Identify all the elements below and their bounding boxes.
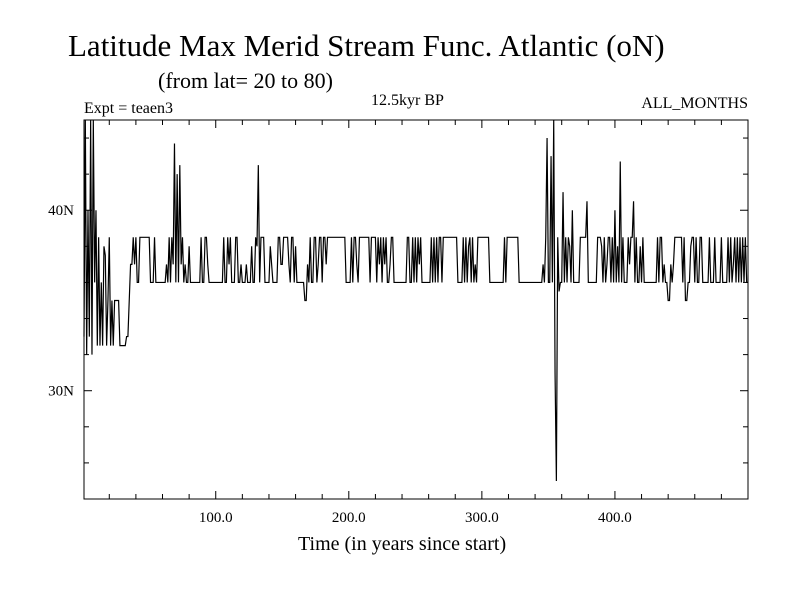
plot-frame bbox=[83, 119, 749, 500]
x-tick-label: 200.0 bbox=[332, 510, 366, 526]
axis-ticks bbox=[84, 120, 748, 499]
chart-subtitle: (from lat= 20 to 80) bbox=[158, 68, 333, 93]
months-label: ALL_MONTHS bbox=[641, 95, 748, 112]
x-tick-label: 100.0 bbox=[199, 510, 233, 526]
x-tick-label: 400.0 bbox=[598, 510, 632, 526]
series-line bbox=[83, 119, 748, 481]
experiment-label: Expt = teaen3 bbox=[84, 100, 173, 117]
period-label: 12.5kyr BP bbox=[371, 92, 444, 109]
y-tick-label: 30N bbox=[48, 384, 74, 400]
chart-title: Latitude Max Merid Stream Func. Atlantic… bbox=[68, 28, 665, 63]
x-axis-label: Time (in years since start) bbox=[298, 533, 507, 555]
y-tick-label: 40N bbox=[48, 203, 74, 219]
x-tick-label: 300.0 bbox=[465, 510, 499, 526]
axis-tick-labels: 100.0 200.0 300.0 400.0 30N 40N bbox=[48, 203, 632, 526]
